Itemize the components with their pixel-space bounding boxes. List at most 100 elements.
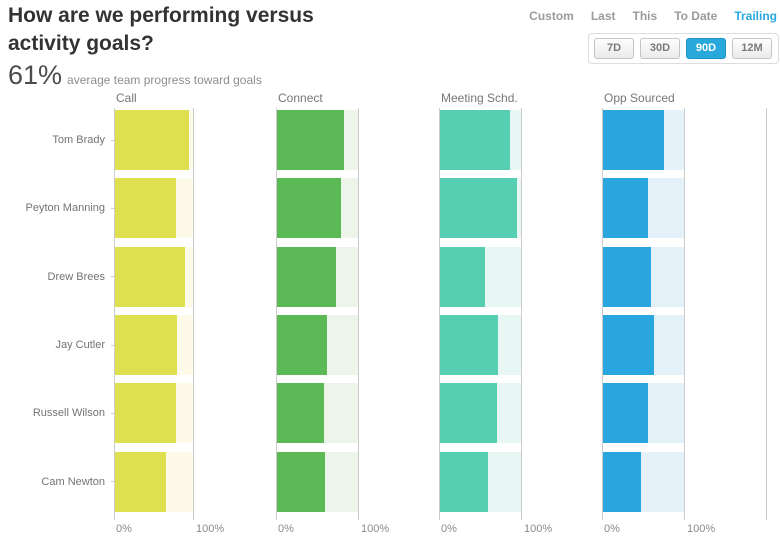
plot-area <box>114 108 277 520</box>
team-progress-stat: 61% average team progress toward goals <box>8 60 262 91</box>
gridline-100pct <box>521 108 522 520</box>
bar-fill-connect-tom-brady <box>277 110 345 170</box>
bar-track <box>277 246 358 307</box>
row-tick <box>111 481 115 483</box>
player-label-tom-brady: Tom Brady <box>0 110 115 178</box>
avg-progress-value: 61% <box>8 60 63 90</box>
gridline-100pct <box>684 108 685 520</box>
axis-label-100: 100% <box>524 523 553 535</box>
bar-track <box>603 110 684 170</box>
player-label-cam-newton: Cam Newton <box>0 452 115 520</box>
bar-track <box>603 246 684 307</box>
bar-fill-opp-sourced-peyton-manning <box>603 178 648 239</box>
bar-row-peyton-manning <box>277 178 442 246</box>
bar-row-cam-newton <box>440 451 605 520</box>
bar-row-drew-brees <box>115 246 277 315</box>
player-name: Tom Brady <box>52 134 105 147</box>
bar-fill-connect-jay-cutler <box>277 314 328 375</box>
bar-fill-meeting-schd-drew-brees <box>440 246 485 307</box>
row-tick <box>111 207 115 209</box>
range-button-7d[interactable]: 7D <box>594 38 634 59</box>
row-tick <box>111 412 115 414</box>
time-mode-tab-trailing[interactable]: Trailing <box>734 9 777 23</box>
bar-row-drew-brees <box>440 246 605 315</box>
bar-track <box>440 110 521 170</box>
bar-track <box>440 383 521 444</box>
time-mode-tab-custom[interactable]: Custom <box>529 9 574 23</box>
bar-row-peyton-manning <box>115 178 277 246</box>
chart-column-connect: 0% 100% <box>276 108 442 535</box>
time-mode-tab-to-date[interactable]: To Date <box>674 9 718 23</box>
bar-track <box>115 246 193 307</box>
plot-area <box>276 108 442 520</box>
bar-track <box>277 451 358 512</box>
bar-row-russell-wilson <box>277 383 442 451</box>
bar-fill-call-tom-brady <box>115 110 190 170</box>
bar-track <box>603 451 684 512</box>
column-title-opp-sourced: Opp Sourced <box>604 91 675 105</box>
bar-fill-call-drew-brees <box>115 246 186 307</box>
chart-column-meeting-schd: 0% 100% <box>439 108 605 535</box>
bar-fill-opp-sourced-cam-newton <box>603 451 642 512</box>
column-title-connect: Connect <box>278 91 323 105</box>
time-mode-tab-last[interactable]: Last <box>590 9 616 23</box>
bar-fill-meeting-schd-russell-wilson <box>440 383 497 444</box>
bar-row-russell-wilson <box>440 383 605 451</box>
bar-row-russell-wilson <box>603 383 768 451</box>
plot-area <box>602 108 768 520</box>
axis-label-100: 100% <box>361 523 390 535</box>
bar-row-tom-brady <box>115 110 277 178</box>
bar-fill-opp-sourced-drew-brees <box>603 246 651 307</box>
axis-label-0: 0% <box>278 523 294 535</box>
bar-fill-call-jay-cutler <box>115 314 178 375</box>
bar-fill-opp-sourced-jay-cutler <box>603 314 655 375</box>
bar-fill-meeting-schd-jay-cutler <box>440 314 498 375</box>
bar-fill-connect-peyton-manning <box>277 178 341 239</box>
bar-track <box>603 314 684 375</box>
axis-label-100: 100% <box>687 523 716 535</box>
plot-area <box>439 108 605 520</box>
plot-right-border <box>766 108 767 520</box>
bar-fill-opp-sourced-tom-brady <box>603 110 664 170</box>
bar-fill-call-peyton-manning <box>115 178 176 239</box>
bar-fill-opp-sourced-russell-wilson <box>603 383 648 444</box>
bar-fill-call-russell-wilson <box>115 383 176 444</box>
range-button-12m[interactable]: 12M <box>732 38 772 59</box>
bar-track <box>115 451 193 512</box>
player-name: Cam Newton <box>41 475 105 488</box>
range-button-90d[interactable]: 90D <box>686 38 726 59</box>
page-title-line1: How are we performing versus <box>8 4 314 27</box>
page-title: How are we performing versus activity go… <box>8 2 314 58</box>
axis-label-100: 100% <box>196 523 225 535</box>
bar-row-peyton-manning <box>440 178 605 246</box>
bar-fill-meeting-schd-tom-brady <box>440 110 511 170</box>
bar-track <box>277 178 358 239</box>
trailing-range-group: 7D 30D 90D 12M <box>588 33 779 64</box>
bar-track <box>277 314 358 375</box>
range-button-30d[interactable]: 30D <box>640 38 680 59</box>
bar-track <box>440 178 521 239</box>
bar-row-jay-cutler <box>603 314 768 383</box>
player-name: Russell Wilson <box>32 407 105 420</box>
bar-fill-connect-drew-brees <box>277 246 337 307</box>
gridline-100pct <box>358 108 359 520</box>
bar-row-cam-newton <box>603 451 768 520</box>
bar-track <box>277 110 358 170</box>
player-name: Peyton Manning <box>25 202 106 215</box>
column-title-call: Call <box>116 91 137 105</box>
bar-track <box>440 451 521 512</box>
bar-track <box>115 178 193 239</box>
bar-track <box>440 314 521 375</box>
bar-row-cam-newton <box>115 451 277 520</box>
player-name: Drew Brees <box>47 270 105 283</box>
time-mode-tabs: Custom Last This To Date Trailing <box>529 9 777 23</box>
bar-fill-connect-russell-wilson <box>277 383 324 444</box>
bar-fill-meeting-schd-cam-newton <box>440 451 488 512</box>
time-mode-tab-this[interactable]: This <box>632 9 658 23</box>
bar-track <box>115 110 193 170</box>
player-label-drew-brees: Drew Brees <box>0 247 115 315</box>
bar-row-jay-cutler <box>277 314 442 383</box>
bar-row-tom-brady <box>277 110 442 178</box>
bar-track <box>603 178 684 239</box>
